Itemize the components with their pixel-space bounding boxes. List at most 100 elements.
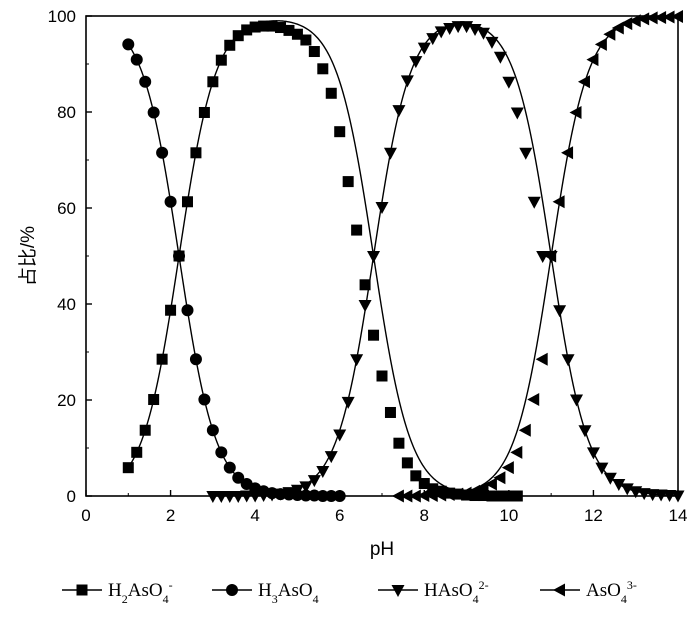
data-point-series-2 bbox=[206, 491, 220, 503]
legend-text-part: 2 bbox=[122, 592, 128, 606]
data-point-series-0 bbox=[291, 28, 303, 40]
data-point-series-2 bbox=[502, 76, 516, 89]
data-point-series-2 bbox=[434, 26, 448, 39]
y-tick-label: 100 bbox=[48, 7, 76, 26]
data-point-series-3 bbox=[535, 352, 548, 366]
legend: H2AsO4- H3AsO4 HAsO42- AsO43- bbox=[62, 578, 637, 606]
legend-label: H3AsO4 bbox=[258, 580, 319, 606]
y-tick-label: 20 bbox=[57, 391, 76, 410]
data-point-series-1 bbox=[122, 38, 135, 51]
legend-marker bbox=[553, 583, 565, 597]
data-point-series-0 bbox=[300, 34, 312, 46]
data-point-series-0 bbox=[181, 196, 193, 208]
data-point-series-2 bbox=[417, 42, 431, 55]
data-point-series-0 bbox=[156, 353, 168, 365]
y-tick-label: 40 bbox=[57, 295, 76, 314]
data-point-series-0 bbox=[275, 22, 287, 34]
data-point-series-2 bbox=[400, 75, 414, 88]
data-point-series-0 bbox=[325, 87, 337, 99]
legend-text-part: - bbox=[169, 578, 173, 592]
data-point-series-3 bbox=[654, 10, 667, 24]
legend-item-3: AsO43- bbox=[540, 578, 637, 606]
legend-text-part: AsO bbox=[278, 580, 313, 601]
data-point-series-0 bbox=[283, 24, 295, 36]
legend-text-part: 3- bbox=[627, 578, 637, 592]
data-point-series-3 bbox=[561, 146, 574, 160]
data-point-series-2 bbox=[570, 394, 584, 407]
legend-text-part: 2- bbox=[479, 578, 489, 592]
legend-text-part: AsO bbox=[586, 580, 621, 601]
legend-text-part: AsO bbox=[128, 580, 163, 601]
data-point-series-3 bbox=[501, 461, 514, 475]
data-point-series-0 bbox=[359, 279, 371, 291]
data-point-series-3 bbox=[645, 11, 658, 25]
data-point-series-0 bbox=[207, 76, 219, 88]
data-point-series-1 bbox=[173, 250, 186, 262]
y-tick-label: 0 bbox=[67, 487, 76, 506]
data-point-series-2 bbox=[231, 491, 245, 503]
data-point-series-2 bbox=[316, 466, 330, 479]
data-point-series-2 bbox=[646, 489, 660, 502]
data-point-series-3 bbox=[518, 423, 531, 437]
data-point-series-3 bbox=[577, 75, 590, 89]
data-point-series-2 bbox=[519, 147, 533, 160]
legend-text-part: H bbox=[258, 580, 272, 601]
legend-marker bbox=[76, 584, 88, 596]
data-point-series-1 bbox=[189, 353, 202, 366]
data-point-series-0 bbox=[139, 424, 151, 436]
data-point-series-2 bbox=[536, 251, 550, 263]
data-point-series-2 bbox=[603, 472, 617, 485]
y-tick-label: 60 bbox=[57, 199, 76, 218]
series-line-3 bbox=[398, 15, 679, 497]
data-point-series-0 bbox=[190, 147, 202, 159]
legend-text-part: 3 bbox=[272, 592, 278, 606]
data-point-series-0 bbox=[258, 20, 270, 32]
data-point-series-3 bbox=[594, 37, 607, 51]
data-point-series-1 bbox=[198, 393, 211, 406]
data-point-series-1 bbox=[130, 53, 143, 66]
data-point-series-0 bbox=[241, 24, 253, 36]
data-point-series-1 bbox=[147, 106, 160, 119]
legend-text-part: 4 bbox=[473, 592, 479, 606]
data-point-series-3 bbox=[484, 477, 497, 491]
data-point-series-3 bbox=[442, 488, 455, 502]
data-point-series-1 bbox=[181, 304, 194, 317]
data-point-series-3 bbox=[493, 471, 506, 485]
data-point-series-2 bbox=[367, 251, 381, 263]
data-point-series-2 bbox=[451, 21, 465, 34]
data-point-series-3 bbox=[569, 105, 582, 119]
data-point-series-0 bbox=[232, 30, 244, 42]
data-point-series-0 bbox=[393, 437, 405, 449]
data-point-series-2 bbox=[443, 23, 457, 35]
legend-label: HAsO42- bbox=[424, 578, 489, 606]
x-tick-label: 4 bbox=[250, 506, 259, 525]
data-point-series-3 bbox=[603, 27, 616, 41]
data-point-series-3 bbox=[586, 53, 599, 67]
data-point-series-2 bbox=[324, 451, 338, 464]
legend-marker bbox=[391, 585, 405, 597]
legend-text-part: HAsO bbox=[424, 580, 473, 601]
data-point-series-3 bbox=[451, 487, 464, 501]
data-point-series-2 bbox=[595, 462, 609, 475]
data-point-series-2 bbox=[510, 107, 524, 120]
x-tick-label: 12 bbox=[584, 506, 603, 525]
data-point-series-3 bbox=[552, 195, 565, 209]
data-point-series-3 bbox=[476, 481, 489, 495]
data-point-series-0 bbox=[165, 304, 177, 316]
data-point-series-2 bbox=[383, 147, 397, 160]
legend-item-2: HAsO42- bbox=[378, 578, 489, 606]
data-point-series-2 bbox=[409, 56, 423, 69]
legend-text-part: 4 bbox=[163, 592, 169, 606]
data-point-series-1 bbox=[206, 424, 219, 437]
data-point-series-2 bbox=[223, 491, 237, 503]
data-point-series-0 bbox=[418, 478, 430, 490]
data-point-series-2 bbox=[214, 491, 228, 503]
data-point-series-2 bbox=[586, 447, 600, 460]
data-point-series-0 bbox=[435, 485, 447, 497]
x-tick-label: 2 bbox=[166, 506, 175, 525]
data-point-series-0 bbox=[376, 370, 388, 382]
x-tick-label: 8 bbox=[420, 506, 429, 525]
data-point-series-2 bbox=[392, 105, 406, 118]
x-tick-label: 6 bbox=[335, 506, 344, 525]
data-point-series-2 bbox=[553, 305, 567, 318]
